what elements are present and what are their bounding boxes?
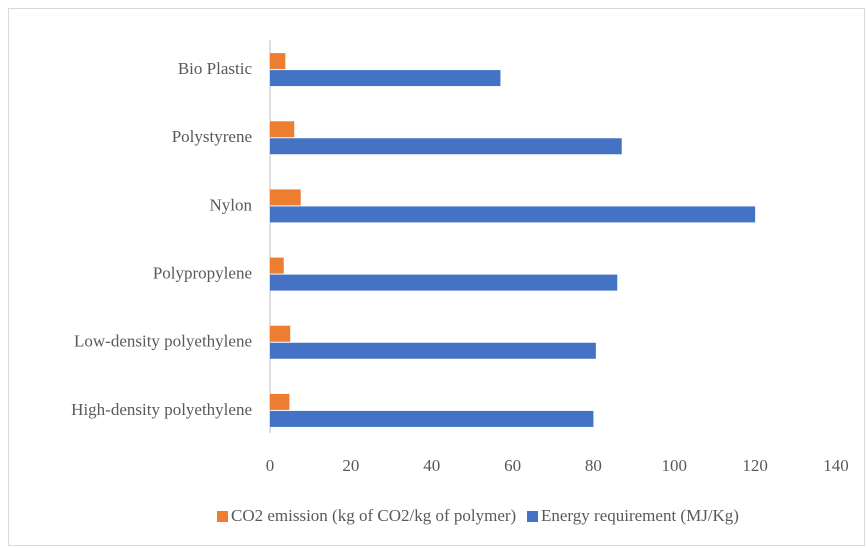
legend-label: Energy requirement (MJ/Kg) bbox=[541, 506, 739, 525]
bar bbox=[270, 274, 618, 291]
legend-swatch bbox=[217, 511, 228, 522]
y-tick-label: Nylon bbox=[210, 195, 253, 214]
x-tick-label: 20 bbox=[342, 456, 359, 475]
legend-label: CO2 emission (kg of CO2/kg of polymer) bbox=[231, 506, 516, 525]
chart-frame bbox=[8, 8, 865, 546]
y-tick-label: Polypropylene bbox=[153, 263, 252, 282]
bar bbox=[270, 189, 301, 206]
bar bbox=[270, 53, 286, 70]
bar bbox=[270, 342, 596, 359]
bar bbox=[270, 138, 622, 155]
x-tick-label: 140 bbox=[823, 456, 849, 475]
x-tick-label: 0 bbox=[266, 456, 275, 475]
y-tick-label: Low-density polyethylene bbox=[74, 332, 252, 351]
y-tick-label: Polystyrene bbox=[172, 127, 252, 146]
bar bbox=[270, 410, 594, 427]
x-tick-label: 60 bbox=[504, 456, 521, 475]
x-tick-label: 40 bbox=[423, 456, 440, 475]
bar bbox=[270, 393, 290, 410]
x-tick-label: 100 bbox=[662, 456, 688, 475]
bar bbox=[270, 121, 295, 138]
y-tick-label: High-density polyethylene bbox=[71, 400, 252, 419]
y-tick-label: Bio Plastic bbox=[178, 59, 253, 78]
bar bbox=[270, 206, 756, 223]
legend-swatch bbox=[527, 511, 538, 522]
x-tick-label: 120 bbox=[742, 456, 768, 475]
bar bbox=[270, 325, 291, 342]
bar bbox=[270, 70, 501, 87]
x-tick-label: 80 bbox=[585, 456, 602, 475]
bar bbox=[270, 257, 284, 274]
